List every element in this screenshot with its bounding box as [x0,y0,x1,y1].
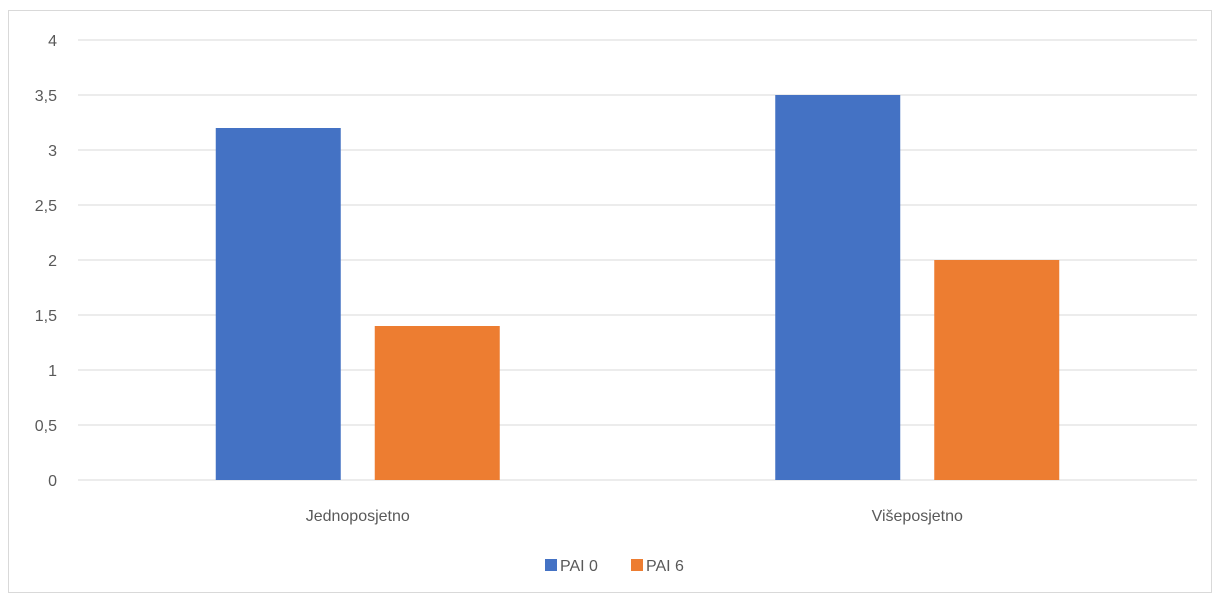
x-category-label: Višeposjetno [872,508,963,525]
y-tick-label: 1,5 [35,308,57,325]
legend-label: PAI 0 [560,558,598,575]
bar-pai-0-jednoposjetno [215,128,341,480]
legend-swatch [631,559,643,571]
y-tick-label: 2 [48,253,57,270]
legend-swatch [545,559,557,571]
bar-pai-6-višeposjetno [934,260,1060,480]
y-axis-tick-labels: 0 0,5 1 1,5 2 2,5 3 3,5 4 [35,33,57,490]
bar-pai-0-višeposjetno [775,95,901,480]
y-tick-label: 2,5 [35,198,57,215]
legend: PAI 0 PAI 6 [545,558,684,575]
x-category-label: Jednoposjetno [306,508,410,525]
y-tick-label: 1 [48,363,57,380]
y-tick-label: 4 [48,33,57,50]
legend-label: PAI 6 [646,558,684,575]
y-tick-label: 3 [48,143,57,160]
bar-pai-6-jednoposjetno [374,326,500,480]
x-axis-category-labels: Jednoposjetno Višeposjetno [306,508,963,525]
y-tick-label: 0,5 [35,418,57,435]
y-tick-label: 3,5 [35,88,57,105]
y-tick-label: 0 [48,473,57,490]
bars [215,95,1060,480]
